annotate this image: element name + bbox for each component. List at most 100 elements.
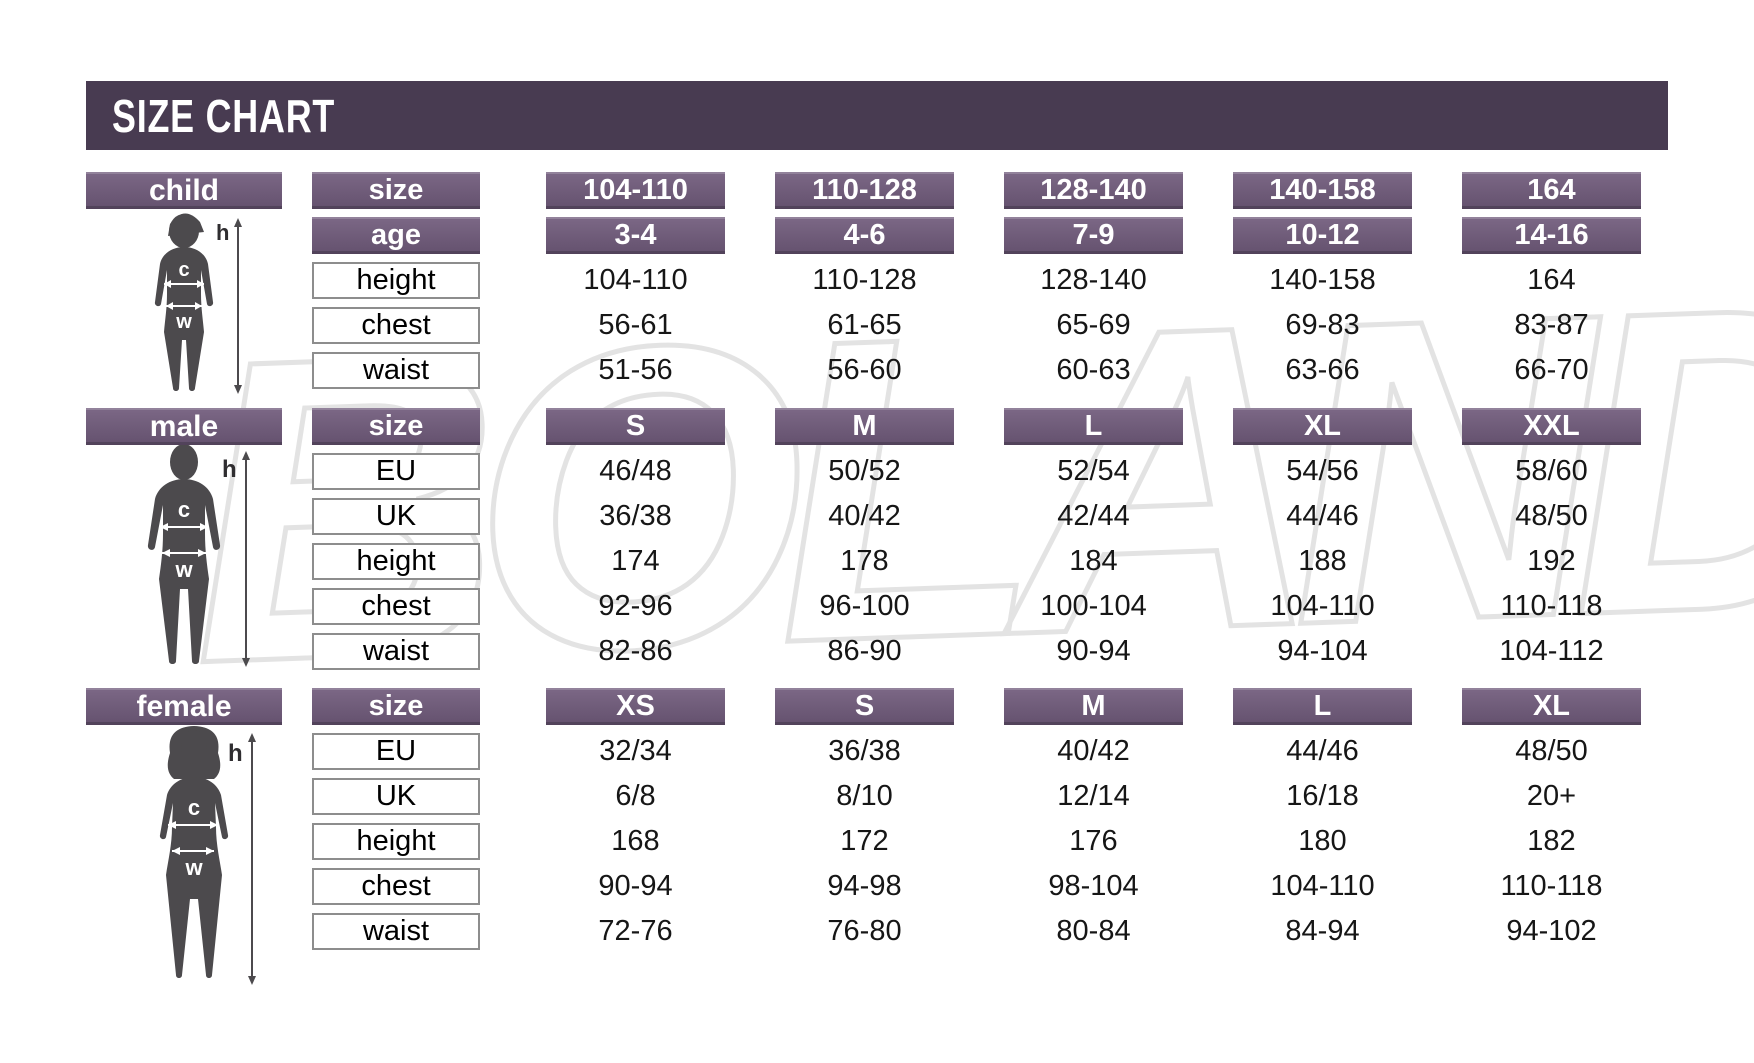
female-chest-cell-3: 104-110 <box>1270 870 1375 902</box>
child-waist-cell-1: 56-60 <box>827 354 902 386</box>
female-figure-icon: h c w <box>159 726 256 985</box>
section-header-male: male <box>86 408 282 445</box>
female-EU-cell-0: 32/34 <box>599 735 672 767</box>
child-row-label-age: age <box>312 217 480 254</box>
child-chest-cell-0: 56-61 <box>598 309 673 341</box>
female-waist-cell-2: 80-84 <box>1056 915 1131 947</box>
female-row-label-EU: EU <box>312 733 480 770</box>
child-age-cell-4: 14-16 <box>1462 217 1641 254</box>
male-chest-cell-2: 100-104 <box>1040 590 1147 622</box>
male-UK-cell-0: 36/38 <box>599 500 672 532</box>
male-height-cell-3: 188 <box>1298 545 1347 577</box>
male-chest-cell-1: 96-100 <box>819 590 910 622</box>
female-size-cell-3: L <box>1233 688 1412 725</box>
female-height-cell-1: 172 <box>840 825 889 857</box>
child-age-cell-1: 4-6 <box>775 217 954 254</box>
male-EU-cell-1: 50/52 <box>828 455 901 487</box>
female-row-label-height: height <box>312 823 480 860</box>
child-waist-cell-0: 51-56 <box>598 354 673 386</box>
child-height-cell-4: 164 <box>1527 264 1576 296</box>
male-height-cell-4: 192 <box>1527 545 1576 577</box>
female-height-cell-2: 176 <box>1069 825 1118 857</box>
child-chest-cell-1: 61-65 <box>827 309 902 341</box>
female-height-cell-4: 182 <box>1527 825 1576 857</box>
child-size-cell-1: 110-128 <box>775 172 954 209</box>
female-UK-cell-1: 8/10 <box>836 780 893 812</box>
child-size-cell-2: 128-140 <box>1004 172 1183 209</box>
male-chest-cell-0: 92-96 <box>598 590 673 622</box>
child-chest-cell-4: 83-87 <box>1514 309 1589 341</box>
male-row-label-chest: chest <box>312 588 480 625</box>
child-height-arrow-label: h <box>216 220 229 245</box>
male-chest-cell-4: 110-118 <box>1500 590 1603 622</box>
female-UK-cell-2: 12/14 <box>1057 780 1130 812</box>
page-title: SIZE CHART <box>112 89 336 142</box>
child-row-label-height: height <box>312 262 480 299</box>
male-size-cell-1: M <box>775 408 954 445</box>
child-waist-cell-2: 60-63 <box>1056 354 1131 386</box>
child-age-cell-2: 7-9 <box>1004 217 1183 254</box>
child-chest-cell-3: 69-83 <box>1285 309 1360 341</box>
male-row-label-height: height <box>312 543 480 580</box>
female-chest-cell-1: 94-98 <box>827 870 902 902</box>
child-figure-icon: h c w <box>154 213 242 394</box>
male-waist-cell-4: 104-112 <box>1499 635 1604 667</box>
male-figure-icon: h c w <box>147 444 250 667</box>
female-UK-cell-0: 6/8 <box>615 780 656 812</box>
female-height-cell-3: 180 <box>1298 825 1347 857</box>
male-height-cell-1: 178 <box>840 545 889 577</box>
title-banner: SIZE CHART <box>86 81 1668 150</box>
male-EU-cell-3: 54/56 <box>1286 455 1359 487</box>
male-row-label-size: size <box>312 408 480 445</box>
male-EU-cell-0: 46/48 <box>599 455 672 487</box>
female-height-cell-0: 168 <box>611 825 660 857</box>
male-size-cell-2: L <box>1004 408 1183 445</box>
child-chest-cell-2: 65-69 <box>1056 309 1131 341</box>
female-height-arrow-label: h <box>228 740 243 767</box>
female-EU-cell-4: 48/50 <box>1515 735 1588 767</box>
male-row-label-waist: waist <box>312 633 480 670</box>
child-height-cell-1: 110-128 <box>812 264 917 296</box>
child-row-label-waist: waist <box>312 352 480 389</box>
male-height-cell-2: 184 <box>1069 545 1118 577</box>
male-EU-cell-2: 52/54 <box>1057 455 1130 487</box>
child-waist-cell-3: 63-66 <box>1285 354 1360 386</box>
male-waist-cell-3: 94-104 <box>1277 635 1368 667</box>
male-UK-cell-1: 40/42 <box>828 500 901 532</box>
female-UK-cell-4: 20+ <box>1526 780 1577 812</box>
male-waist-cell-1: 86-90 <box>827 635 902 667</box>
child-size-cell-0: 104-110 <box>546 172 725 209</box>
section-header-child: child <box>86 172 282 209</box>
female-EU-cell-2: 40/42 <box>1057 735 1130 767</box>
female-chest-arrow-label: c <box>188 795 200 820</box>
female-waist-arrow-label: w <box>184 855 203 880</box>
female-chest-cell-4: 110-118 <box>1500 870 1603 902</box>
female-EU-cell-3: 44/46 <box>1286 735 1359 767</box>
child-age-cell-3: 10-12 <box>1233 217 1412 254</box>
male-UK-cell-4: 48/50 <box>1515 500 1588 532</box>
male-chest-cell-3: 104-110 <box>1270 590 1375 622</box>
child-waist-cell-4: 66-70 <box>1514 354 1589 386</box>
female-size-cell-0: XS <box>546 688 725 725</box>
child-height-cell-2: 128-140 <box>1040 264 1147 296</box>
female-row-label-UK: UK <box>312 778 480 815</box>
section-header-female: female <box>86 688 282 725</box>
female-UK-cell-3: 16/18 <box>1286 780 1359 812</box>
male-size-cell-4: XXL <box>1462 408 1641 445</box>
male-size-cell-0: S <box>546 408 725 445</box>
male-height-arrow-label: h <box>222 456 237 483</box>
male-waist-arrow-label: w <box>174 557 193 582</box>
male-waist-cell-2: 90-94 <box>1056 635 1131 667</box>
female-EU-cell-1: 36/38 <box>828 735 901 767</box>
male-height-cell-0: 174 <box>611 545 660 577</box>
child-age-cell-0: 3-4 <box>546 217 725 254</box>
male-row-label-EU: EU <box>312 453 480 490</box>
male-waist-cell-0: 82-86 <box>598 635 673 667</box>
female-waist-cell-3: 84-94 <box>1285 915 1360 947</box>
male-size-cell-3: XL <box>1233 408 1412 445</box>
child-size-cell-4: 164 <box>1462 172 1641 209</box>
female-size-cell-4: XL <box>1462 688 1641 725</box>
male-UK-cell-3: 44/46 <box>1286 500 1359 532</box>
child-height-cell-3: 140-158 <box>1269 264 1376 296</box>
